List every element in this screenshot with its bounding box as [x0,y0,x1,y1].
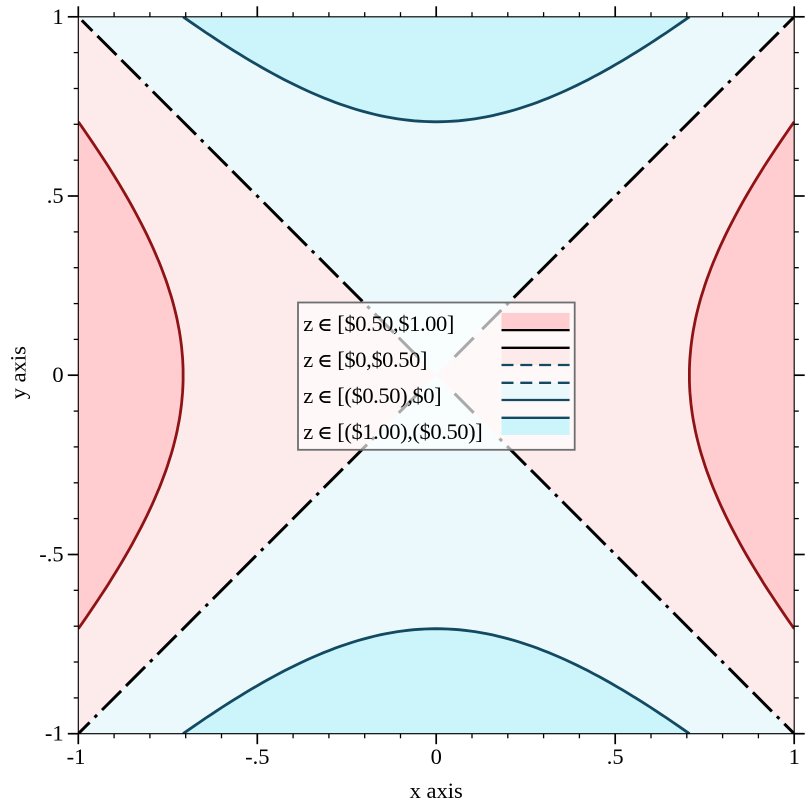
svg-text:.5: .5 [47,183,64,208]
svg-text:z: z [303,347,313,372]
svg-text:[$0.50,$1.00]: [$0.50,$1.00] [337,311,454,336]
svg-text:[($1.00),($0.50)]: [($1.00),($0.50)] [337,419,482,444]
svg-text:y axis: y axis [6,346,31,399]
svg-text:0: 0 [431,744,442,769]
svg-text:1: 1 [52,4,63,29]
svg-text:z: z [303,311,313,336]
svg-text:-.5: -.5 [39,542,63,567]
svg-text:-.5: -.5 [245,744,269,769]
svg-text:[$0,$0.50]: [$0,$0.50] [337,347,427,372]
svg-text:-1: -1 [67,744,86,769]
svg-text:0: 0 [52,362,63,387]
svg-text:[($0.50),$0]: [($0.50),$0] [337,383,441,408]
svg-text:z: z [303,419,313,444]
svg-text:z: z [303,383,313,408]
svg-text:.5: .5 [607,744,624,769]
svg-text:x axis: x axis [410,778,463,803]
svg-text:1: 1 [789,744,800,769]
svg-text:-1: -1 [45,721,64,746]
